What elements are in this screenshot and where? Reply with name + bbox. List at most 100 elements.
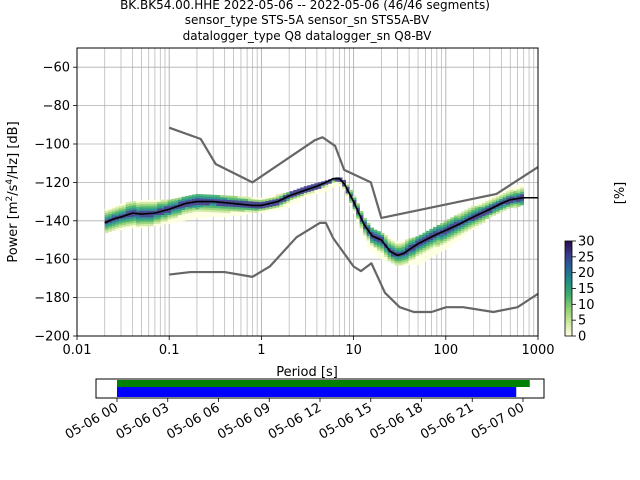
pdf-cell [230,197,235,201]
pdf-cell [157,199,161,203]
pdf-cell [188,197,193,200]
colorbar-tick-label: 10 [578,298,595,313]
pdf-cell [432,253,437,256]
pdf-cell [125,219,130,223]
pdf-cell [226,210,231,214]
pdf-cell [185,215,189,219]
pdf-cell [178,219,182,222]
pdf-cell [370,247,374,250]
pdf-cell [118,223,123,226]
pdf-cell [492,200,497,203]
pdf-cell [394,245,399,248]
pdf-cell [261,199,266,202]
pdf-cell [171,201,175,204]
pdf-cell [481,209,486,212]
pdf-cell [492,213,497,216]
pdf-cell [415,238,420,241]
pdf-cell [499,199,504,202]
pdf-cell [219,197,224,200]
pdf-cell [272,206,277,209]
pdf-cell [108,220,113,224]
pdf-cell [422,248,427,251]
pdf-cell [136,200,140,203]
pdf-cell [153,210,158,214]
pdf-cell [370,240,374,244]
pdf-cell [104,219,109,223]
x-tick-label: 1 [257,343,265,358]
colorbar-tick-label: 5 [578,314,586,329]
pdf-cell [143,217,147,220]
pdf-cell [115,204,120,208]
pdf-cell [275,203,280,206]
pdf-cell [443,236,448,239]
pdf-cell [359,226,364,229]
pdf-cell [363,229,367,232]
pdf-cell [460,224,465,228]
pdf-cell [467,214,472,217]
pdf-cell [265,207,270,210]
pdf-cell [509,196,514,199]
pdf-cell [143,223,147,227]
pdf-cell [223,204,228,207]
pdf-cell [139,223,144,227]
pdf-cell [425,257,430,260]
pdf-cell [125,211,130,214]
pdf-cell [439,223,444,226]
y-axis-label-exp1: 2 [5,196,15,202]
pdf-cell [206,205,210,208]
pdf-cell [167,201,172,205]
pdf-cell [418,261,423,264]
pdf-cell [328,188,332,191]
pdf-cell [471,227,476,231]
pdf-cell [202,198,207,202]
pdf-cell [520,200,525,204]
pdf-cell [202,205,207,208]
pdf-cell [279,204,284,208]
pdf-cell [188,204,193,207]
pdf-cell [520,187,525,190]
pdf-cell [247,199,252,202]
pdf-cell [178,206,182,209]
pdf-cell [467,207,472,211]
pdf-cell [199,211,203,215]
pdf-cell [233,204,238,208]
pdf-cell [272,195,277,198]
pdf-cell [516,195,521,199]
pdf-cell [153,199,158,203]
pdf-cell [516,200,521,203]
pdf-cell [192,216,196,219]
pdf-cell [258,199,263,203]
pdf-cell [384,259,388,262]
coverage-tick-label: 05-06 12 [266,400,324,442]
pdf-cell [443,223,448,226]
pdf-cell [495,194,500,197]
pdf-cell [401,255,406,259]
pdf-cell [342,179,346,183]
pdf-cell [405,261,409,264]
pdf-cell [286,196,291,200]
pdf-cell [401,260,406,263]
pdf-cell [474,204,479,207]
pdf-cell [446,243,451,246]
pdf-cell [111,219,116,222]
pdf-cell [453,235,458,238]
pdf-cell [286,198,291,202]
pdf-cell [359,213,364,216]
pdf-cell [108,227,113,230]
pdf-cell [261,210,266,213]
pdf-cell [492,211,497,214]
pdf-cell [460,231,465,234]
pdf-cell [212,210,217,213]
coverage-tick-label: 05-07 00 [469,400,527,442]
pdf-cell [370,238,374,242]
pdf-cell [314,183,319,186]
y-tick-label: −160 [34,253,70,268]
ppsd-plot-area: 0.01 0.1 1 10 100 1000 −200 −180 −160 −140 −120 −1… [34,47,555,358]
pdf-cell [509,189,514,193]
pdf-cell [122,207,127,210]
pdf-cell [443,234,448,237]
pdf-cell [125,208,130,212]
pdf-cell [467,218,472,222]
pdf-cell [391,243,395,246]
pdf-cell [467,216,472,219]
